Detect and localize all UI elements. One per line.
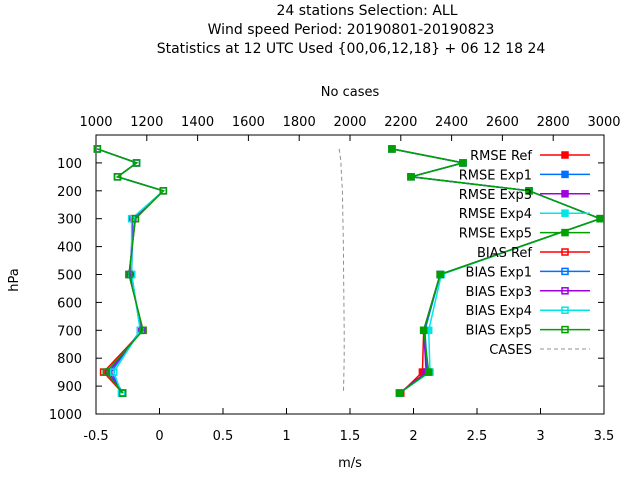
data-point [118, 389, 127, 397]
x2-tick-label: 2800 [537, 115, 570, 130]
legend-label: CASES [489, 343, 532, 358]
legend-swatch-marker [561, 190, 569, 198]
x2-axis-label: No cases [321, 85, 380, 100]
legend-swatch-marker [561, 248, 569, 256]
x-tick-label: 2.5 [467, 429, 488, 444]
legend-label: BIAS Ref [477, 246, 532, 261]
x2-tick-label: 2600 [486, 115, 519, 130]
legend-label: RMSE Ref [470, 149, 532, 164]
x-tick-label: -0.5 [83, 429, 108, 444]
legend-entry: RMSE Exp5 [459, 227, 590, 242]
x-axis-label: m/s [338, 456, 362, 471]
y-tick-label: 800 [57, 352, 82, 367]
data-point [395, 389, 404, 397]
series-bias-exp5 [93, 145, 168, 397]
y-tick-label: 600 [57, 296, 82, 311]
x-tick-label: 1.5 [340, 429, 361, 444]
legend-swatch-marker [561, 306, 569, 314]
data-point [436, 270, 444, 279]
x2-tick-label: 2400 [435, 115, 468, 130]
y-tick-label: 700 [57, 324, 82, 339]
legend-label: BIAS Exp1 [466, 265, 532, 280]
legend-swatch-marker [561, 151, 569, 159]
legend-entry: CASES [489, 343, 590, 358]
legend-entry: BIAS Exp5 [466, 324, 590, 339]
data-point [102, 368, 110, 376]
legend-entry: RMSE Ref [470, 149, 590, 164]
legend-entry: RMSE Exp4 [459, 207, 590, 222]
x-tick-label: 0.5 [213, 429, 234, 444]
legend-label: RMSE Exp4 [459, 207, 532, 222]
chart-title-line-2: Wind speed Period: 20190801-20190823 [208, 22, 495, 38]
data-point [596, 214, 604, 223]
legend-label: RMSE Exp3 [459, 188, 532, 203]
legend-entry: BIAS Ref [477, 246, 590, 261]
data-point [459, 159, 467, 167]
x-tick-label: 3.5 [594, 429, 615, 444]
legend-swatch-marker [561, 170, 569, 179]
chart-grid: -0.5 0 0.5 1 1.5 2 2.5 3 3.5 1000 1200 1400 1600 1800… [49, 115, 621, 444]
data-point [419, 326, 428, 335]
y-tick-label: 400 [57, 241, 82, 256]
legend-label: RMSE Exp1 [459, 168, 532, 183]
chart-title-line-3: Statistics at 12 UTC Used {00,06,12,18} … [157, 41, 546, 57]
y-tick-label: 300 [57, 213, 82, 228]
legend-swatch-marker [561, 287, 569, 295]
chart-series [93, 145, 604, 397]
y-tick-label: 900 [57, 380, 82, 395]
chart-title-line-1: 24 stations Selection: ALL [276, 3, 457, 19]
legend-entry: BIAS Exp3 [466, 285, 590, 300]
y-tick-label: 500 [57, 269, 82, 284]
legend-entry: RMSE Exp3 [459, 188, 590, 203]
y-axis-label: hPa [7, 268, 22, 291]
data-point [125, 270, 133, 279]
chart-legend: RMSE Ref RMSE Exp1 RMSE Exp3 RMSE Exp4 RMSE … [459, 149, 590, 358]
x2-tick-label: 1800 [283, 115, 316, 130]
data-point [407, 173, 415, 181]
series-rmse-exp5 [388, 145, 604, 397]
x2-tick-label: 2000 [333, 115, 366, 130]
x-tick-label: 3 [536, 429, 544, 444]
data-point [93, 145, 102, 153]
data-point [139, 326, 147, 335]
legend-swatch-marker [561, 325, 569, 334]
legend-label: BIAS Exp4 [466, 304, 532, 319]
legend-entry: BIAS Exp1 [466, 265, 590, 280]
x2-tick-label: 3000 [587, 115, 620, 130]
series-line [97, 148, 165, 394]
data-point [159, 187, 168, 195]
x2-tick-label: 1400 [181, 115, 214, 130]
legend-swatch-marker [561, 228, 569, 237]
x-tick-label: 1 [282, 429, 290, 444]
data-point [525, 187, 533, 195]
legend-swatch-marker [561, 267, 569, 276]
data-point [113, 173, 122, 181]
data-point [127, 214, 136, 223]
y-tick-label: 100 [57, 157, 82, 172]
x-tick-label: 2 [409, 429, 417, 444]
data-point [424, 368, 433, 376]
data-point [132, 159, 141, 167]
data-point [110, 368, 118, 376]
legend-label: BIAS Exp5 [466, 324, 532, 339]
x2-tick-label: 1000 [79, 115, 112, 130]
data-point [131, 214, 140, 223]
legend-swatch-marker [561, 209, 569, 217]
y-tick-label: 1000 [49, 408, 82, 423]
cases-line [338, 148, 345, 394]
legend-label: RMSE Exp5 [459, 227, 532, 242]
data-point [388, 145, 396, 153]
y-tick-label: 200 [57, 185, 82, 200]
legend-entry: BIAS Exp4 [466, 304, 590, 319]
x2-tick-label: 2200 [384, 115, 417, 130]
series-cases [338, 148, 345, 394]
x2-tick-label: 1200 [130, 115, 163, 130]
legend-entry: RMSE Exp1 [459, 168, 590, 183]
x2-tick-label: 1600 [232, 115, 265, 130]
x-tick-label: 0 [155, 429, 163, 444]
legend-label: BIAS Exp3 [466, 285, 532, 300]
